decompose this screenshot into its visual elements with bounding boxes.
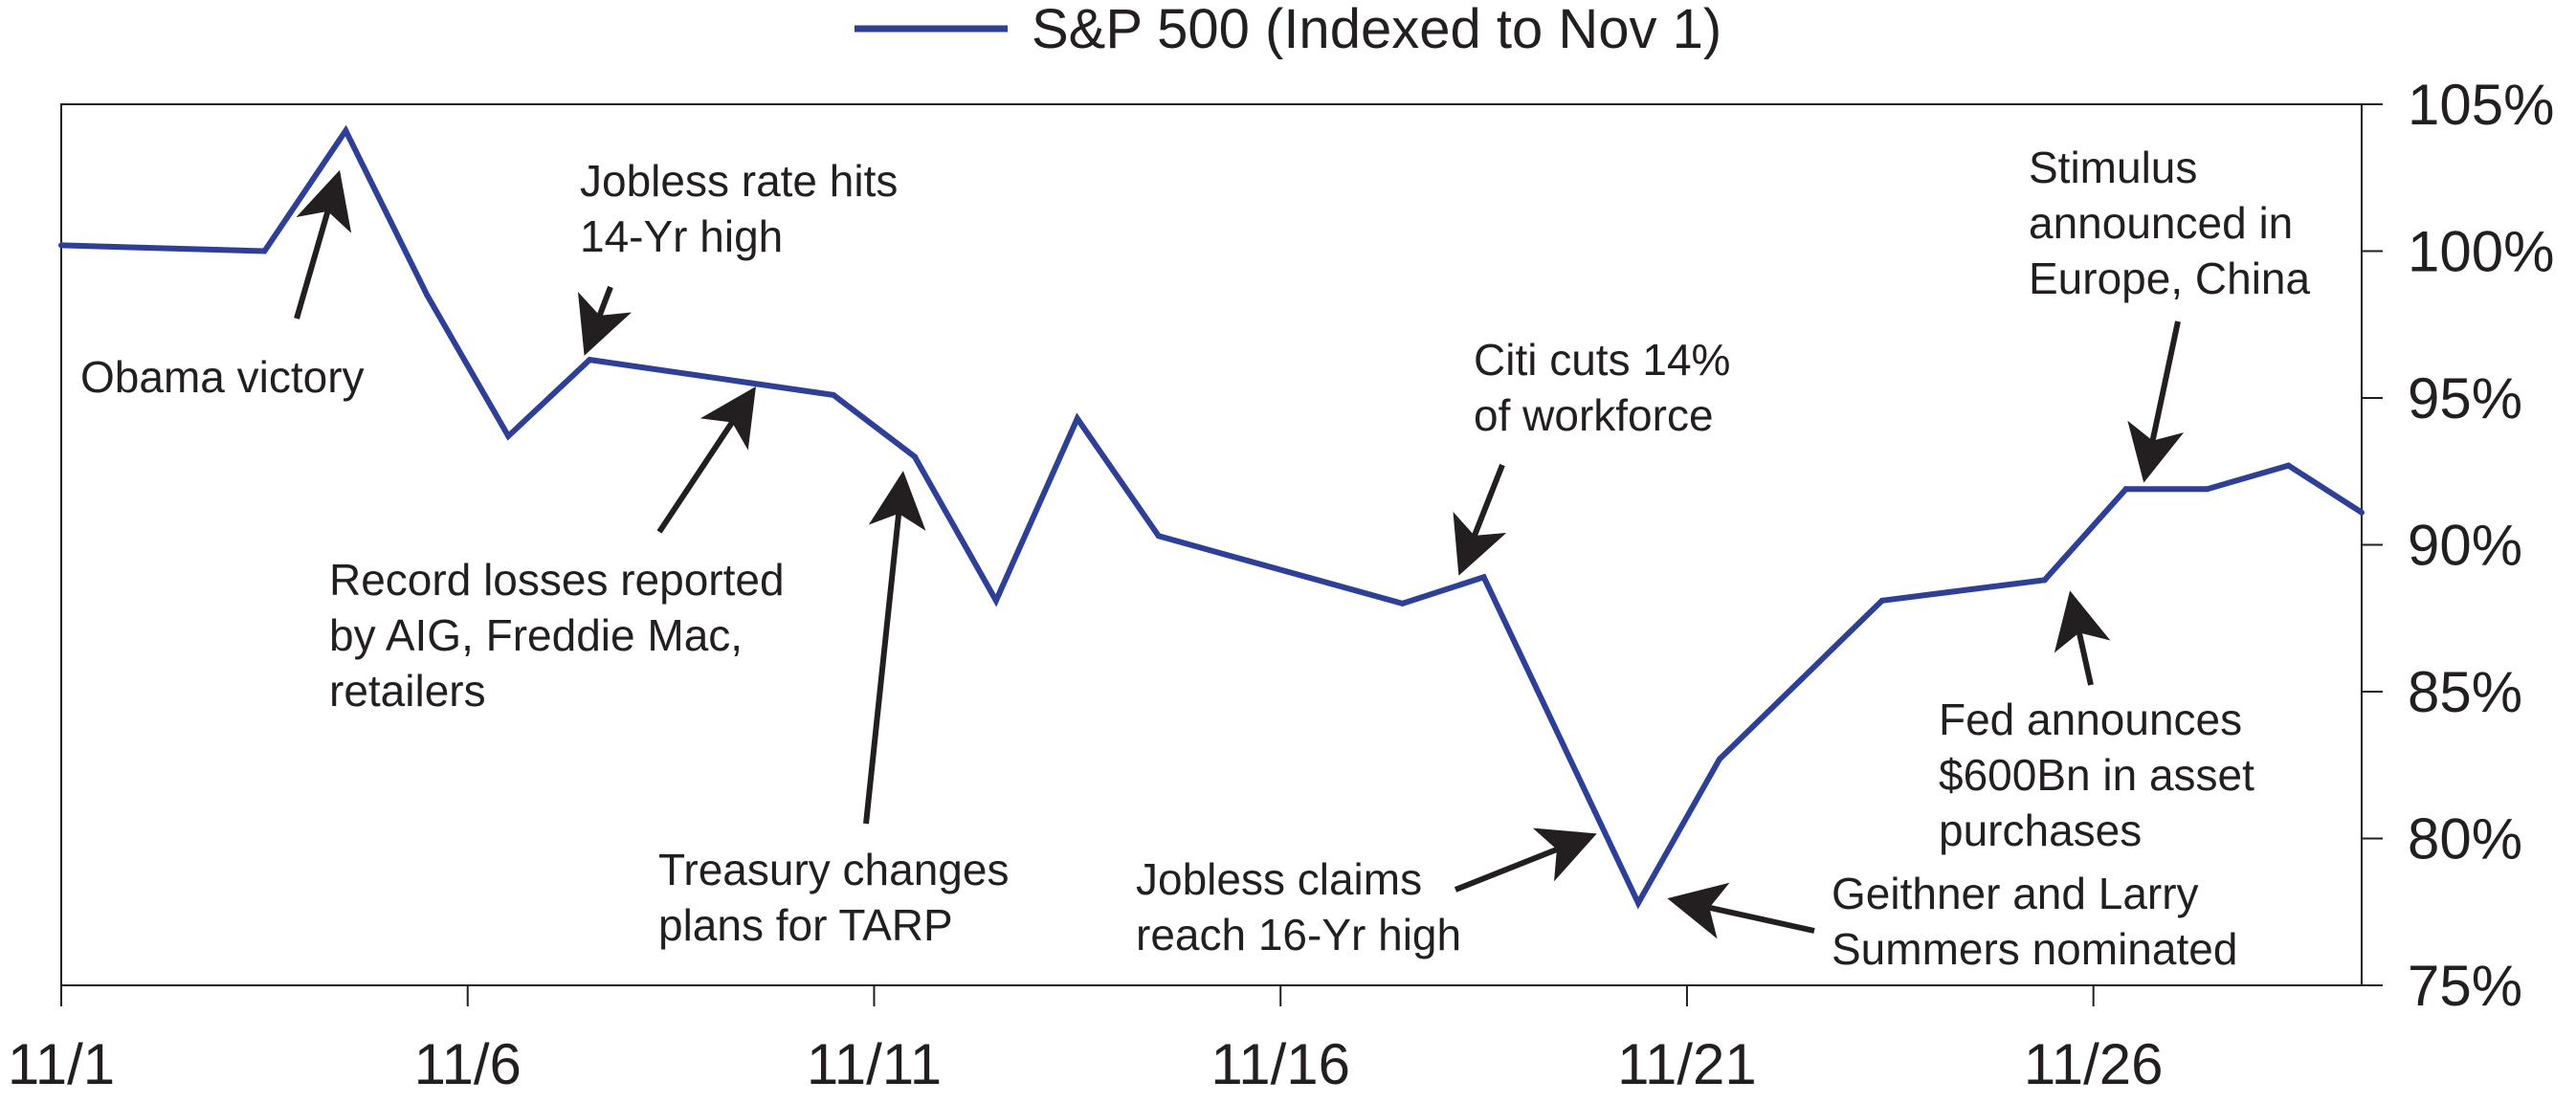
annotation-stimulus: Stimulus announced in Europe, China bbox=[2029, 143, 2310, 483]
y-tick-label: 95% bbox=[2408, 366, 2522, 430]
data-point bbox=[1399, 600, 1406, 607]
x-tick-label: 11/11 bbox=[807, 1032, 942, 1096]
x-tick-label: 11/21 bbox=[1617, 1032, 1757, 1096]
annotation-text-line: Record losses reported bbox=[329, 555, 785, 605]
annotation-text-line: announced in bbox=[2029, 198, 2293, 248]
annotation-treasury: Treasury changes plans for TARP bbox=[658, 471, 1009, 950]
annotation-arrow bbox=[1667, 882, 1815, 939]
annotation-text-line: Jobless rate hits bbox=[580, 156, 898, 206]
legend: S&P 500 (Indexed to Nov 1) bbox=[855, 0, 1721, 60]
data-point bbox=[424, 292, 431, 298]
data-point bbox=[587, 357, 593, 364]
annotation-text-line: purchases bbox=[1939, 805, 2142, 855]
data-point bbox=[1074, 415, 1080, 422]
annotation-arrow bbox=[294, 169, 352, 320]
annotation-obama: Obama victory bbox=[80, 169, 365, 402]
annotation-text-line: reach 16-Yr high bbox=[1136, 910, 1461, 960]
series-line bbox=[60, 124, 2364, 910]
data-point bbox=[1634, 900, 1641, 907]
annotation-arrow bbox=[577, 285, 633, 356]
data-point bbox=[1155, 533, 1162, 540]
annotation-text-line: Treasury changes bbox=[658, 845, 1009, 894]
annotation-text-line: retailers bbox=[329, 666, 486, 716]
y-tick-label: 80% bbox=[2408, 807, 2522, 871]
y-axis: 105% 100% 95% 90% 85% 80% 75% bbox=[2362, 73, 2554, 1018]
data-point bbox=[2041, 577, 2048, 584]
x-tick-label: 11/26 bbox=[2024, 1032, 2164, 1096]
series-layer bbox=[58, 124, 2365, 910]
annotation-text-line: Fed announces bbox=[1939, 695, 2242, 744]
data-point bbox=[2204, 486, 2210, 493]
x-tick-label: 11/6 bbox=[414, 1032, 522, 1096]
annotation-text-line: Stimulus bbox=[2029, 143, 2197, 192]
annotation-text-line: of workforce bbox=[1474, 390, 1714, 440]
annotation-text-line: Citi cuts 14% bbox=[1474, 335, 1730, 385]
annotation-text-line: Geithner and Larry bbox=[1832, 869, 2199, 918]
annotation-text-line: plans for TARP bbox=[658, 900, 953, 950]
data-point bbox=[58, 242, 64, 249]
data-point bbox=[992, 597, 999, 604]
data-point bbox=[749, 380, 756, 386]
data-point bbox=[911, 453, 918, 460]
annotation-arrow bbox=[863, 471, 926, 825]
data-point bbox=[830, 391, 836, 398]
annotation-text-line: by AIG, Freddie Mac, bbox=[329, 610, 743, 660]
data-point bbox=[1716, 756, 1722, 762]
annotation-arrow bbox=[1453, 463, 1507, 576]
data-point bbox=[2122, 486, 2129, 493]
annotation-jobless-claims: Jobless claims reach 16-Yr high bbox=[1136, 827, 1597, 960]
annotation-text-line: $600Bn in asset bbox=[1939, 750, 2254, 800]
annotation-geithner: Geithner and Larry Summers nominated bbox=[1667, 869, 2237, 974]
data-point bbox=[1480, 574, 1487, 581]
y-tick-label: 75% bbox=[2408, 954, 2522, 1018]
annotation-citi: Citi cuts 14%of workforce bbox=[1453, 335, 1730, 576]
data-point bbox=[2285, 462, 2292, 469]
data-point bbox=[343, 127, 349, 134]
y-tick-label: 85% bbox=[2408, 660, 2522, 724]
data-point bbox=[505, 432, 512, 439]
x-tick-label: 11/16 bbox=[1210, 1032, 1350, 1096]
data-point bbox=[261, 248, 268, 254]
y-tick-label: 105% bbox=[2408, 73, 2554, 137]
data-point bbox=[1878, 597, 1885, 604]
annotation-arrow bbox=[2054, 590, 2111, 686]
annotation-text-line: Europe, China bbox=[2029, 254, 2310, 303]
annotation-text-line: 14-Yr high bbox=[580, 211, 783, 261]
annotation-arrow bbox=[1454, 827, 1597, 893]
annotation-text-line: Summers nominated bbox=[1832, 924, 2237, 974]
x-axis: 11/1 11/6 11/11 11/16 11/21 11/26 bbox=[8, 985, 2164, 1096]
y-tick-label: 100% bbox=[2408, 220, 2554, 284]
legend-label: S&P 500 (Indexed to Nov 1) bbox=[1032, 0, 1721, 60]
annotation-text-line: Jobless claims bbox=[1136, 854, 1422, 904]
annotation-arrow bbox=[656, 386, 756, 534]
y-tick-label: 90% bbox=[2408, 514, 2522, 578]
annotation-text-line: Obama victory bbox=[80, 352, 365, 402]
data-point bbox=[2359, 509, 2365, 516]
x-tick-label: 11/1 bbox=[8, 1032, 115, 1096]
annotation-arrow bbox=[2127, 320, 2185, 483]
